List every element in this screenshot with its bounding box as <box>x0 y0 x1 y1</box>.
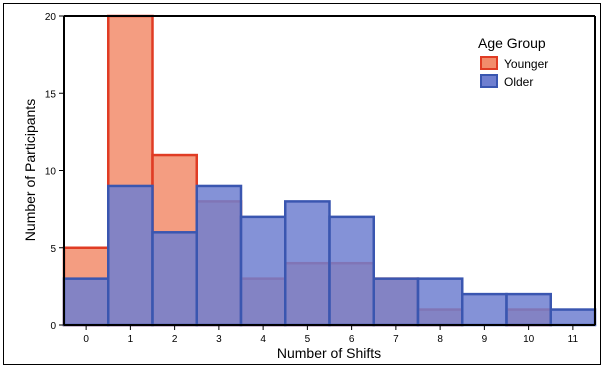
x-tick-label: 9 <box>482 334 488 345</box>
y-tick-label: 20 <box>45 12 57 23</box>
bar-older-2 <box>151 231 198 327</box>
series-older <box>62 184 597 327</box>
x-tick-label: 3 <box>216 334 222 345</box>
axes <box>63 15 596 326</box>
x-tick-label: 8 <box>437 334 443 345</box>
x-tick-label: 4 <box>260 334 266 345</box>
x-tick-label: 6 <box>349 334 355 345</box>
bar-older-9 <box>461 292 508 327</box>
x-tick-label: 1 <box>128 334 134 345</box>
y-tick-label: 10 <box>45 167 57 178</box>
legend: Age Group Younger Older <box>478 35 548 89</box>
bar-older-10 <box>505 292 552 327</box>
legend-swatch-younger <box>480 56 498 70</box>
bar-older-0 <box>62 277 110 327</box>
y-tick-label: 15 <box>45 89 57 100</box>
y-axis-label: Number of Participants <box>22 99 38 241</box>
x-tick-label: 7 <box>393 334 399 345</box>
legend-label-older: Older <box>504 75 533 89</box>
x-tick-label: 10 <box>523 334 535 345</box>
bar-older-7 <box>372 277 420 327</box>
chart-frame <box>3 3 601 365</box>
bar-older-8 <box>416 277 464 327</box>
legend-swatch-older <box>480 74 498 88</box>
y-tick-label: 0 <box>50 321 56 332</box>
x-tick-label: 11 <box>568 334 579 345</box>
bar-older-4 <box>239 215 287 327</box>
x-tick-label: 2 <box>172 334 178 345</box>
x-ticks: 0 1 2 3 4 5 6 7 8 9 10 11 <box>83 325 578 345</box>
bar-older-1 <box>107 184 154 327</box>
bar-older-3 <box>195 184 243 327</box>
legend-title: Age Group <box>478 35 546 51</box>
y-tick-label: 5 <box>50 244 56 255</box>
bar-older-6 <box>328 215 375 327</box>
x-tick-label: 0 <box>83 334 89 345</box>
x-axis-label: Number of Shifts <box>277 345 381 361</box>
x-tick-label: 5 <box>305 334 311 345</box>
legend-label-younger: Younger <box>504 57 548 71</box>
bar-older-5 <box>284 200 331 327</box>
y-ticks: 0 5 10 15 20 <box>45 12 64 332</box>
bar-older-11 <box>549 308 597 327</box>
